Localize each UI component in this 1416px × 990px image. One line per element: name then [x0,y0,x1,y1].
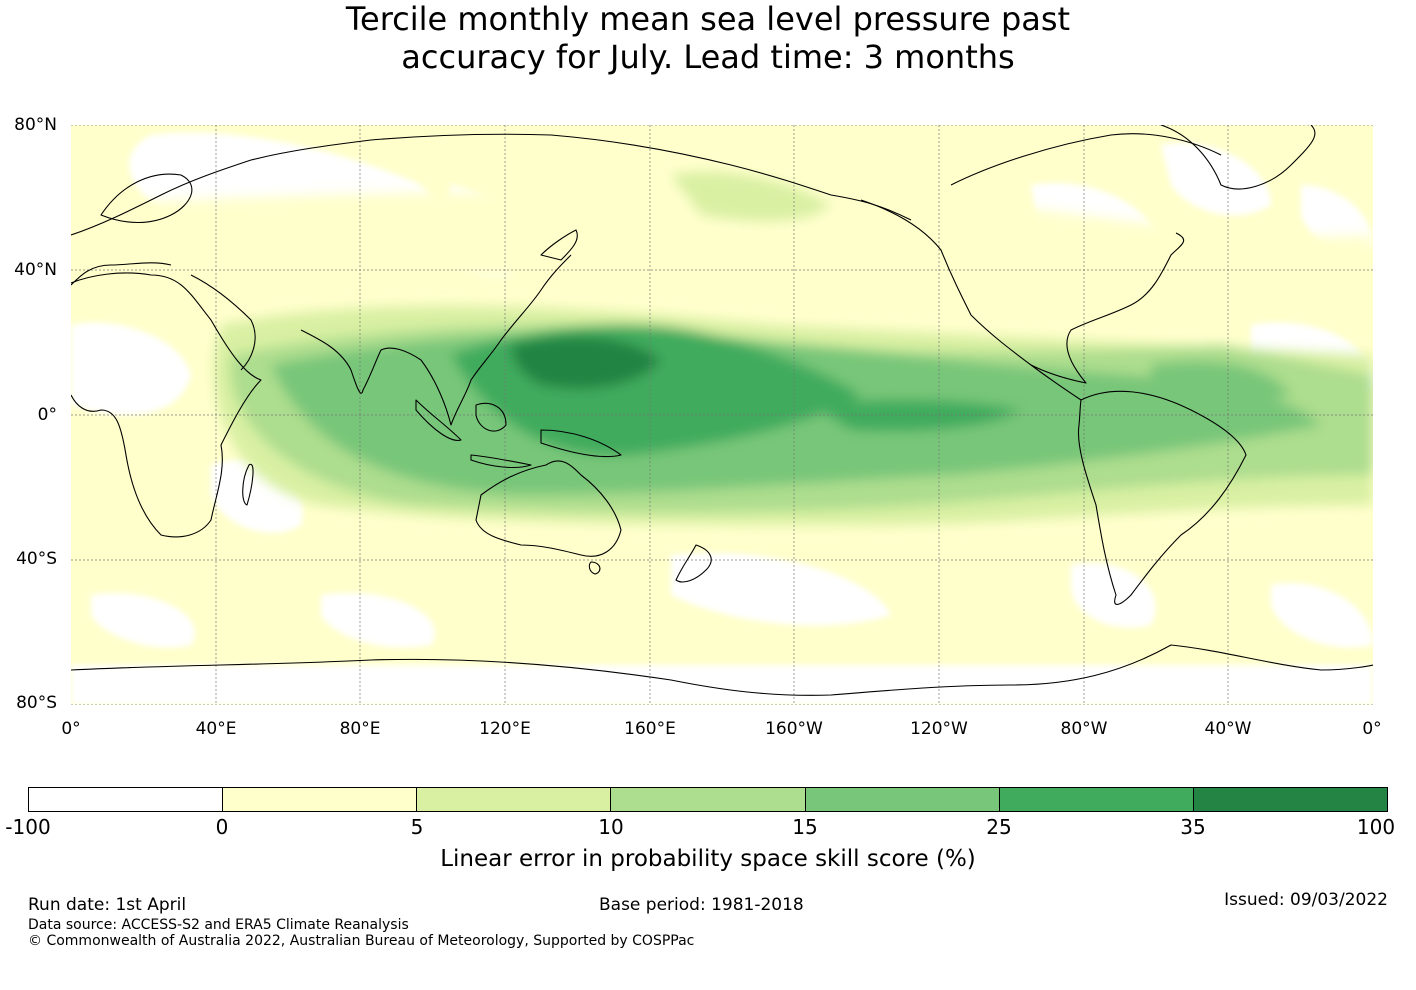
coast-madagascar [242,463,254,506]
coast-central-america [1030,364,1082,401]
graticule [71,125,1373,705]
colorbar-tick: 10 [598,815,624,839]
lat-label-80n: 80°N [14,115,57,135]
chart-title-line-2: accuracy for July. Lead time: 3 months [401,38,1015,76]
coast-africa [71,272,262,538]
issued-date: Issued: 09/03/2022 [1224,890,1388,910]
coast-north-america-arctic [950,133,1222,186]
map-svg [71,125,1373,705]
coast-greenland [1160,125,1316,190]
colorbar-tick: 25 [986,815,1012,839]
coastlines [71,125,1373,696]
lon-label-40e: 40°E [195,719,237,739]
lat-label-equator: 0° [37,405,57,425]
colorbar-tick: 35 [1180,815,1206,839]
colorbar-segment [29,788,224,811]
coast-iberia [71,262,172,286]
coast-south-america [1077,390,1247,605]
colorbar-segment [611,788,806,811]
coast-borneo [475,402,507,432]
lon-label-40w: 40°W [1204,719,1252,739]
colorbar-segment [805,788,1000,811]
run-date: Run date: 1st April [28,895,187,915]
lon-label-0-left: 0° [61,719,81,739]
colorbar-label: Linear error in probability space skill … [440,846,976,872]
data-source: Data source: ACCESS-S2 and ERA5 Climate … [28,917,409,933]
copyright: © Commonwealth of Australia 2022, Austra… [28,933,695,949]
lon-label-160w: 160°W [765,719,823,739]
skill-field-positive [71,171,1373,525]
coast-australia [475,460,622,557]
lon-label-120w: 120°W [910,719,968,739]
lon-label-120e: 120°E [479,719,531,739]
lat-label-40n: 40°N [14,260,57,280]
lat-label-40s: 40°S [16,549,57,569]
colorbar-tick: 0 [215,815,229,839]
chart-title-line-1: Tercile monthly mean sea level pressure … [345,0,1071,38]
coast-japan [540,229,578,261]
coast-india [300,329,422,394]
coast-eurasia [71,133,912,236]
colorbar-tick: 100 [1356,815,1396,839]
base-period: Base period: 1981-2018 [599,895,804,915]
colorbar [28,787,1388,812]
coast-tasmania [588,561,601,575]
colorbar-tick: 15 [792,815,818,839]
colorbar-segment [999,788,1194,811]
coast-scandinavia [100,173,193,223]
coast-north-america [860,199,1185,384]
coast-arabia [190,274,256,371]
lon-label-160e: 160°E [624,719,676,739]
lat-label-80s: 80°S [16,693,57,713]
skill-score-map [71,125,1373,705]
colorbar-segment [1193,788,1387,811]
colorbar-segment [223,788,418,811]
colorbar-tick: -100 [5,815,51,839]
lon-label-80w: 80°W [1060,719,1108,739]
coast-new-zealand [675,544,712,583]
coast-indonesia-2 [470,454,532,469]
coast-indonesia-1 [415,399,462,441]
lon-label-0-right: 0° [1362,719,1382,739]
coast-new-guinea [540,429,622,458]
coast-antarctica [71,644,1373,696]
colorbar-segment [417,788,612,811]
lon-label-80e: 80°E [339,719,381,739]
colorbar-tick: 5 [410,815,424,839]
coast-se-asia [420,254,572,426]
